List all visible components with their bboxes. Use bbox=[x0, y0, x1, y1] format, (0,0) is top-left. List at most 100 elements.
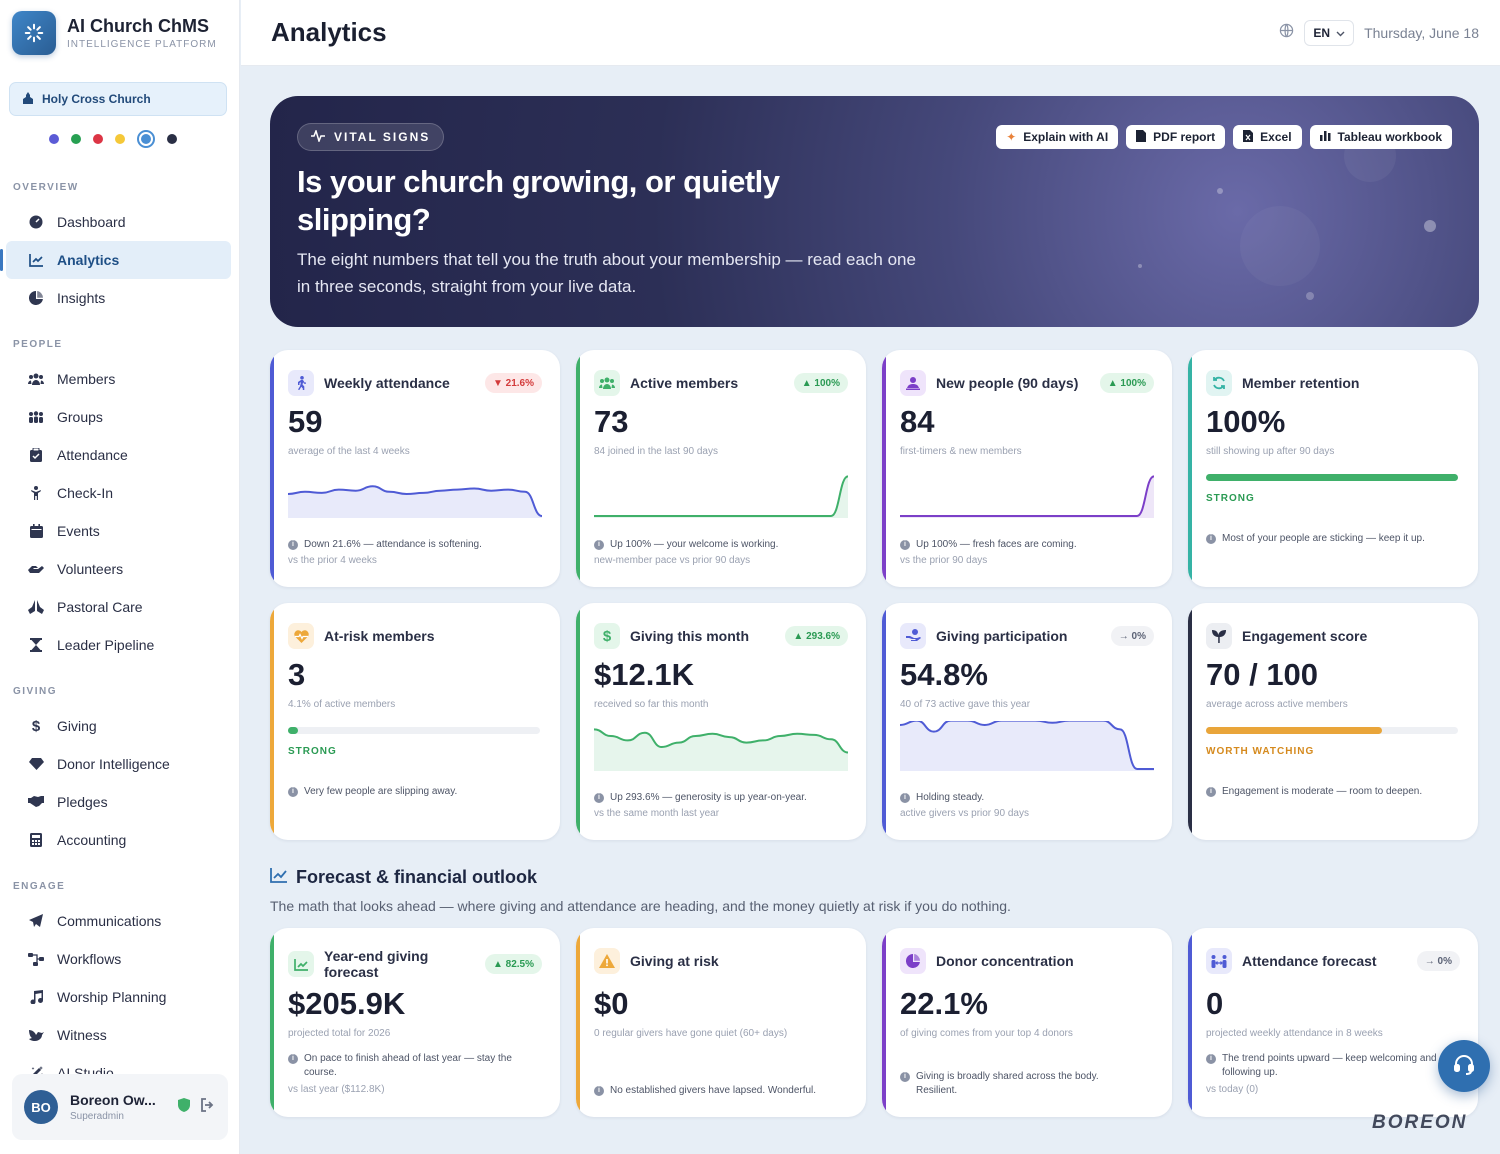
nav-item-worship-planning[interactable]: Worship Planning bbox=[6, 978, 231, 1016]
card-header: Attendance forecast → 0% bbox=[1206, 948, 1460, 974]
music-icon bbox=[28, 989, 44, 1005]
gem-icon bbox=[28, 756, 44, 772]
app-subtitle: INTELLIGENCE PLATFORM bbox=[67, 39, 217, 50]
card-title: Weekly attendance bbox=[324, 375, 450, 391]
card-year-end-giving-forecast[interactable]: Year-end giving forecast ▲ 82.5% $205.9K pr… bbox=[270, 928, 560, 1117]
card-subtitle: 0 regular givers have gone quiet (60+ da… bbox=[594, 1028, 788, 1039]
language-select[interactable]: EN bbox=[1304, 19, 1355, 46]
card-note-text: The trend points upward — keep welcoming… bbox=[1222, 1053, 1437, 1078]
sparkline-area bbox=[288, 486, 542, 518]
info-icon: i bbox=[594, 793, 604, 803]
progress-label: STRONG bbox=[1206, 493, 1255, 504]
nav-item-insights[interactable]: Insights bbox=[6, 279, 231, 317]
card-title: Engagement score bbox=[1242, 628, 1368, 644]
theme-dot-dark[interactable] bbox=[166, 134, 177, 144]
card-subtitle: 4.1% of active members bbox=[288, 699, 396, 710]
card-donor-concentration[interactable]: Donor concentration 22.1% of giving comes … bbox=[882, 928, 1172, 1117]
card-giving-this-month[interactable]: $ Giving this month ▲ 293.6% $12.1K received… bbox=[576, 603, 866, 840]
progress-fill bbox=[1206, 474, 1458, 481]
nav-item-communications[interactable]: Communications bbox=[6, 902, 231, 940]
nav-item-label: Witness bbox=[57, 1027, 107, 1043]
nav-item-dashboard[interactable]: Dashboard bbox=[6, 203, 231, 241]
members-icon bbox=[28, 371, 44, 387]
card-subtitle: average of the last 4 weeks bbox=[288, 446, 410, 457]
nav-item-pledges[interactable]: Pledges bbox=[6, 783, 231, 821]
nav-item-members[interactable]: Members bbox=[6, 360, 231, 398]
logo-icon bbox=[12, 11, 56, 55]
nav-item-groups[interactable]: Groups bbox=[6, 398, 231, 436]
pdf-report-button[interactable]: PDF report bbox=[1126, 125, 1226, 149]
card-title: Giving at risk bbox=[630, 953, 719, 969]
pie-chart-icon bbox=[28, 290, 44, 306]
card-accent-bar bbox=[270, 603, 274, 840]
nav-item-pastoral-care[interactable]: Pastoral Care bbox=[6, 588, 231, 626]
card-note-secondary: vs the prior 4 weeks bbox=[288, 555, 377, 566]
nav-section-giving: GIVING bbox=[13, 686, 58, 697]
nav-item-workflows[interactable]: Workflows bbox=[6, 940, 231, 978]
nav-item-giving[interactable]: $ Giving bbox=[6, 707, 231, 745]
theme-dot-blue[interactable] bbox=[136, 130, 155, 148]
calendar-icon bbox=[28, 523, 44, 539]
card-giving-participation[interactable]: Giving participation → 0% 54.8% 40 of 73 ac… bbox=[882, 603, 1172, 840]
progress-bar bbox=[288, 727, 540, 734]
logout-icon[interactable] bbox=[200, 1097, 216, 1117]
card-accent-bar bbox=[576, 350, 580, 587]
child-icon bbox=[28, 485, 44, 501]
nav-item-analytics[interactable]: Analytics bbox=[0, 241, 231, 279]
tableau-workbook-button[interactable]: Tableau workbook bbox=[1309, 125, 1452, 149]
nav-item-leader-pipeline[interactable]: Leader Pipeline bbox=[6, 626, 231, 664]
hero-description: The eight numbers that tell you the trut… bbox=[297, 250, 916, 296]
nav-item-attendance[interactable]: Attendance bbox=[6, 436, 231, 474]
church-selector[interactable]: Holy Cross Church bbox=[9, 82, 227, 116]
explain-with-ai-label: Explain with AI bbox=[1023, 130, 1109, 144]
card-header: $ Giving this month ▲ 293.6% bbox=[594, 623, 848, 649]
globe-icon bbox=[1279, 23, 1294, 43]
file-pdf-icon bbox=[1136, 129, 1147, 145]
card-new-people-90-days[interactable]: New people (90 days) ▲ 100% 84 first-timers… bbox=[882, 350, 1172, 587]
explain-with-ai-button[interactable]: ✦ Explain with AI bbox=[996, 125, 1119, 149]
card-note: i Up 100% — fresh faces are coming. bbox=[900, 538, 1154, 552]
theme-dot-indigo[interactable] bbox=[48, 134, 59, 144]
trend-chart-icon bbox=[270, 867, 288, 888]
card-weekly-attendance[interactable]: Weekly attendance ▼ 21.6% 59 average of the… bbox=[270, 350, 560, 587]
heart-pulse-icon bbox=[288, 623, 314, 649]
user-panel[interactable]: BO Boreon Ow... Superadmin bbox=[12, 1074, 228, 1140]
praying-hands-icon bbox=[28, 599, 44, 615]
nav-item-donor-intelligence[interactable]: Donor Intelligence bbox=[6, 745, 231, 783]
card-attendance-forecast[interactable]: Attendance forecast → 0% 0 projected weekly… bbox=[1188, 928, 1478, 1117]
trend-badge: ▲ 82.5% bbox=[484, 954, 542, 974]
info-icon: i bbox=[594, 540, 604, 550]
brand[interactable]: AI Church ChMS INTELLIGENCE PLATFORM bbox=[0, 0, 239, 66]
card-note: i The trend points upward — keep welcomin… bbox=[1206, 1052, 1446, 1080]
card-accent-bar bbox=[270, 928, 274, 1117]
trend-badge: ▲ 100% bbox=[1099, 373, 1154, 393]
sparkline-line bbox=[593, 728, 849, 754]
nav-item-volunteers[interactable]: Volunteers bbox=[6, 550, 231, 588]
card-engagement-score[interactable]: Engagement score 70 / 100 average across a… bbox=[1188, 603, 1478, 840]
theme-color-picker bbox=[0, 130, 239, 148]
nav-section-engage: ENGAGE bbox=[13, 881, 66, 892]
nav-item-accounting[interactable]: Accounting bbox=[6, 821, 231, 859]
support-chat-button[interactable] bbox=[1438, 1040, 1490, 1092]
theme-dot-yellow[interactable] bbox=[114, 134, 125, 144]
nav-item-events[interactable]: Events bbox=[6, 512, 231, 550]
card-giving-at-risk[interactable]: Giving at risk $0 0 regular givers have go… bbox=[576, 928, 866, 1117]
avatar[interactable]: BO bbox=[24, 1090, 58, 1124]
theme-dot-green[interactable] bbox=[70, 134, 81, 144]
nav-item-check-in[interactable]: Check-In bbox=[6, 474, 231, 512]
card-accent-bar bbox=[576, 928, 580, 1117]
card-header: Member retention bbox=[1206, 370, 1460, 396]
nav-item-witness[interactable]: Witness bbox=[6, 1016, 231, 1054]
card-member-retention[interactable]: Member retention 100% still showing up aft… bbox=[1188, 350, 1478, 587]
shield-icon[interactable] bbox=[178, 1097, 190, 1117]
card-at-risk-members[interactable]: At-risk members 3 4.1% of active members ST… bbox=[270, 603, 560, 840]
theme-dot-red[interactable] bbox=[92, 134, 103, 144]
workflow-icon bbox=[28, 951, 44, 967]
card-value: 100% bbox=[1206, 404, 1286, 439]
card-header: Donor concentration bbox=[900, 948, 1154, 974]
card-value: 3 bbox=[288, 657, 306, 692]
card-title: Attendance forecast bbox=[1242, 953, 1377, 969]
card-note-secondary: active givers vs prior 90 days bbox=[900, 808, 1029, 819]
card-active-members[interactable]: Active members ▲ 100% 73 84 joined in the l… bbox=[576, 350, 866, 587]
excel-button[interactable]: Excel bbox=[1233, 125, 1302, 149]
